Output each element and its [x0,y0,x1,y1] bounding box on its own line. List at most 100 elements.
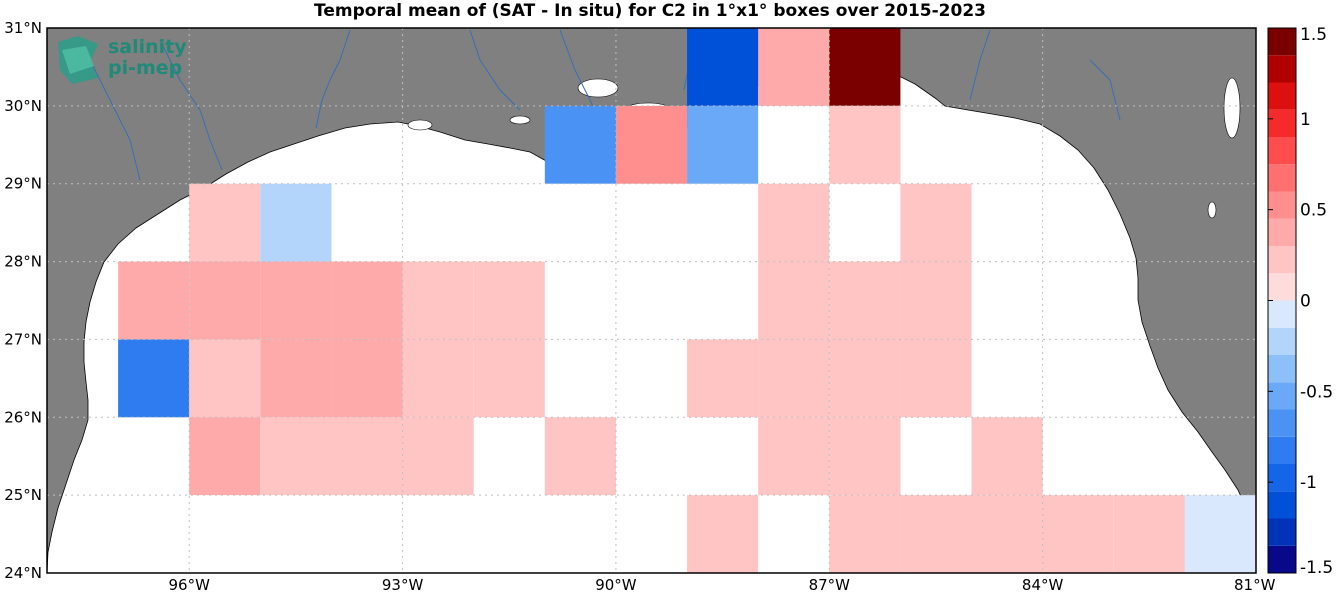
lake-shape [577,78,619,98]
colorbar-tick-label: 1.5 [1300,25,1327,45]
latitude-tick-label: 27°N [4,330,42,348]
colorbar-tick-label: 1 [1300,110,1311,130]
latitude-tick-label: 31°N [4,19,42,37]
heatmap-cell [1113,495,1185,573]
heatmap-cell [544,417,616,496]
longitude-tick-label: 96°W [169,576,211,594]
heatmap-cell [971,495,1043,573]
colorbar-step [1268,273,1296,301]
colorbar-step [1268,82,1296,110]
colorbar-step [1268,246,1296,274]
map-frame [46,27,1257,574]
colorbar-step [1268,355,1296,383]
heatmap-cell [900,183,972,262]
heatmap-cell [402,417,474,496]
heatmap-cell [900,339,972,418]
heatmap-cell [402,261,474,340]
heatmap-cell [544,105,616,184]
heatmap-cell [260,261,332,340]
heatmap-cell [118,339,190,418]
colorbar-tick-label: -1 [1300,473,1317,493]
colorbar-step [1268,545,1296,573]
heatmap-cell [758,28,830,106]
colorbar-step [1268,382,1296,410]
colorbar-step [1268,436,1296,464]
heatmap-cell [331,261,403,340]
heatmap-cell [829,105,901,184]
heatmap-cell [260,417,332,496]
colorbar-step [1268,218,1296,246]
heatmap-cell [473,339,545,418]
heatmap-cell [900,495,972,573]
colorbar-step [1268,164,1296,192]
heatmap-cell [402,339,474,418]
heatmap-cell [1184,495,1256,573]
longitude-tick-label: 81°W [1234,576,1276,594]
heatmap-cell [687,28,759,106]
colorbar-step [1268,137,1296,165]
heatmap-cell [758,417,830,496]
latitude-tick-label: 24°N [4,564,42,582]
heatmap-cell [971,417,1043,496]
lake-shape [1223,77,1241,139]
colorbar-step [1268,518,1296,546]
heatmap-cell [829,261,901,340]
heatmap-cell [758,339,830,418]
lake-shape [509,115,531,125]
heatmap-cell [1042,495,1114,573]
heatmap-cell [331,417,403,496]
heatmap-cell [829,495,901,573]
heatmap-cell [189,417,261,496]
colorbar-step [1268,55,1296,83]
heatmap-cell [615,105,688,184]
heatmap-cell [189,339,261,418]
heatmap-cell [260,339,332,418]
colorbar-step [1268,28,1296,56]
latitude-tick-label: 25°N [4,486,42,504]
colorbar-labels: 1.5 1 0.5 0 -0.5 -1 -1.5 [1268,25,1333,578]
longitude-tick-label: 87°W [809,576,851,594]
latitude-tick-label: 30°N [4,97,42,115]
heatmap-cell [758,183,830,262]
colorbar-step [1268,491,1296,519]
lake-shape [1207,201,1217,219]
heatmap-cell [687,339,759,418]
colorbar-step [1268,109,1296,137]
colorbar-step [1268,409,1296,437]
colorbar [1267,27,1297,574]
heatmap-cell [260,183,332,262]
lake-shape [407,119,433,131]
colorbar-tick-label: 0.5 [1300,201,1327,221]
logo-line2: pi-mep [108,57,182,79]
latitude-tick-label: 26°N [4,408,42,426]
heatmap-cell [687,105,759,184]
colorbar-step [1268,464,1296,492]
latitude-tick-label: 29°N [4,175,42,193]
latitude-labels: 31°N 30°N 29°N 28°N 27°N 26°N 25°N 24°N [4,19,42,582]
heatmap-cell [900,261,972,340]
salinity-pi-mep-logo: salinity pi-mep [58,36,187,84]
map-title: Temporal mean of (SAT - In situ) for C2 … [314,1,986,21]
heatmap-cell [189,261,261,340]
colorbar-tick-label: 0 [1300,292,1311,312]
colorbar-tick-label: -1.5 [1300,558,1333,578]
logo-line1: salinity [108,36,187,58]
heatmap-cells [118,28,1256,573]
heatmap-cell [829,28,901,106]
colorbar-step [1268,191,1296,219]
latitude-tick-label: 28°N [4,253,42,271]
longitude-labels: 96°W 93°W 90°W 87°W 84°W 81°W [169,576,1276,594]
heatmap-cell [331,339,403,418]
colorbar-tick-label: -0.5 [1300,382,1333,402]
colorbar-step [1268,327,1296,355]
heatmap-cell [189,183,261,262]
heatmap-cell [473,261,545,340]
longitude-tick-label: 93°W [382,576,424,594]
longitude-tick-label: 90°W [595,576,637,594]
heatmap-cell [687,495,759,573]
heatmap-cell [758,261,830,340]
longitude-tick-label: 84°W [1022,576,1064,594]
heatmap-cell [829,339,901,418]
colorbar-step [1268,300,1296,328]
